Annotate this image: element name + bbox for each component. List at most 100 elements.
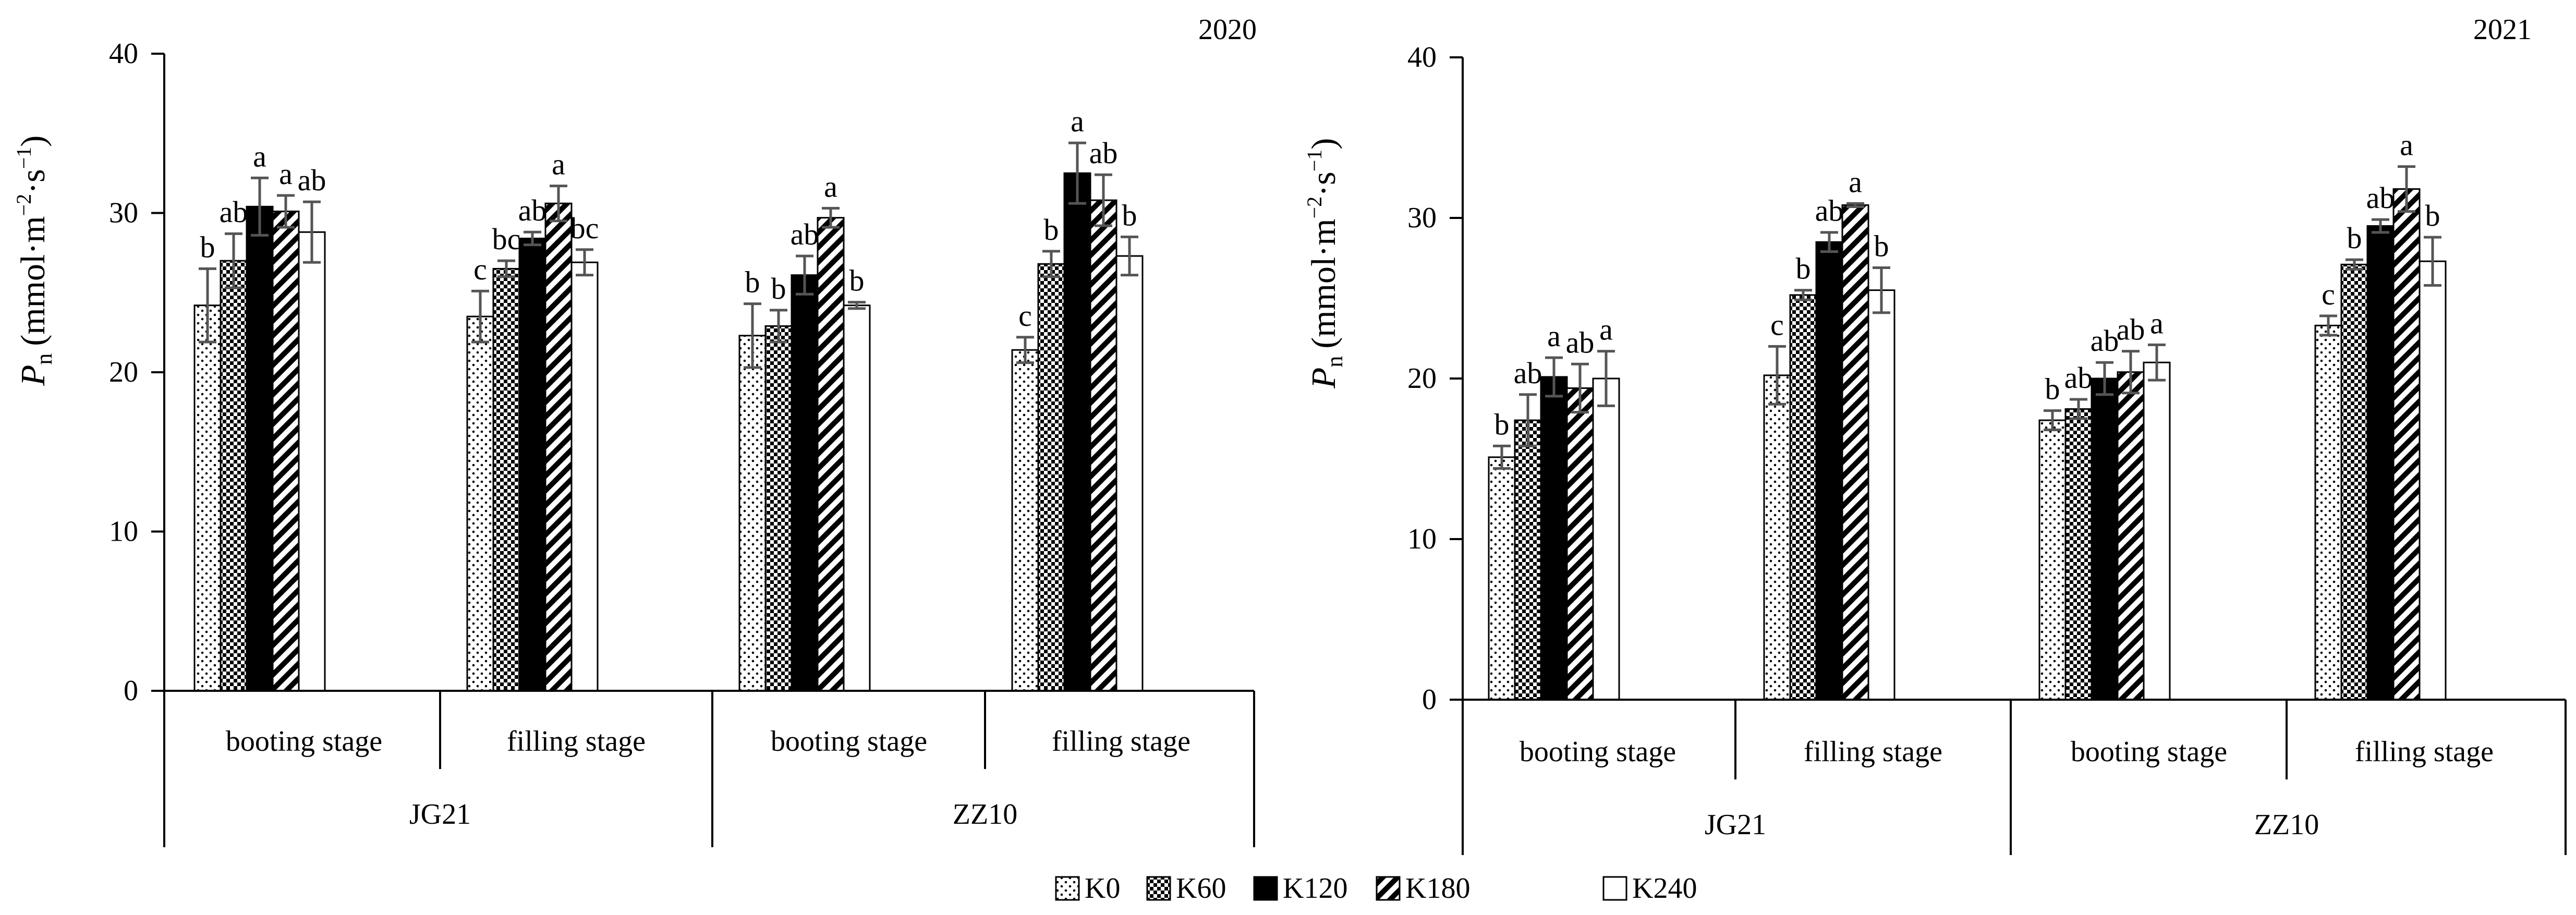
- y-tick-label: 20: [1407, 362, 1437, 395]
- bar-k0: [193, 304, 222, 692]
- category-label: booting stage: [226, 725, 382, 758]
- significance-letter: ab: [2091, 324, 2119, 358]
- legend-label: K180: [1405, 872, 1470, 905]
- category-label: booting stage: [2071, 736, 2227, 768]
- significance-letter: ab: [518, 193, 547, 227]
- significance-letter: a: [824, 169, 837, 203]
- bar-k120: [246, 205, 274, 692]
- category-label: filling stage: [507, 725, 646, 758]
- significance-letter: c: [2322, 277, 2335, 311]
- significance-letter: b: [1796, 252, 1811, 286]
- bar-k120: [2366, 225, 2395, 701]
- cultivar-label: ZZ10: [2254, 809, 2319, 841]
- legend-swatch-k180: [1376, 876, 1401, 901]
- significance-letter: a: [1849, 165, 1862, 199]
- bar-k0: [2038, 419, 2067, 701]
- bar-k180: [544, 202, 573, 692]
- significance-letter: b: [2425, 199, 2440, 233]
- bar-k120: [1063, 172, 1091, 692]
- bar-k180: [1566, 387, 1594, 701]
- significance-letter: c: [1770, 308, 1784, 341]
- significance-letter: b: [1122, 198, 1137, 232]
- category-label: booting stage: [1520, 736, 1676, 768]
- bar-k60: [492, 267, 520, 692]
- significance-letter: a: [253, 139, 266, 173]
- significance-letter: ab: [1514, 356, 1542, 390]
- significance-letter: b: [1044, 213, 1059, 247]
- significance-letter: ab: [1089, 136, 1118, 170]
- bar-k0: [1488, 456, 1516, 701]
- bar-k180: [1841, 204, 1869, 701]
- bar-k240: [1867, 289, 1895, 701]
- y-tick-label: 0: [124, 675, 138, 707]
- bar-k60: [1514, 419, 1542, 701]
- significance-letter: b: [771, 272, 786, 306]
- significance-letter: ab: [298, 163, 326, 197]
- legend-swatch-k60: [1146, 876, 1171, 901]
- category-label: filling stage: [1052, 725, 1190, 758]
- bar-k240: [843, 304, 871, 692]
- bar-k120: [1815, 241, 1843, 701]
- significance-letter: c: [1018, 299, 1032, 333]
- cultivar-label: JG21: [1705, 809, 1766, 841]
- y-tick-label: 30: [1407, 202, 1437, 234]
- significance-letter: b: [745, 265, 760, 299]
- bar-k240: [1115, 255, 1144, 692]
- legend-label: K120: [1283, 872, 1347, 905]
- legend-swatch-k240: [1602, 876, 1627, 901]
- significance-letter: ab: [220, 195, 248, 229]
- category-label: booting stage: [771, 725, 927, 758]
- bar-k60: [220, 260, 248, 692]
- y-tick-label: 40: [109, 38, 138, 70]
- significance-letter: b: [1494, 407, 1510, 441]
- bar-k60: [764, 325, 793, 692]
- y-tick-label: 10: [1407, 523, 1437, 555]
- bar-k180: [2117, 371, 2145, 701]
- legend-swatch-k0: [1055, 876, 1080, 901]
- bar-k60: [2340, 263, 2368, 701]
- bar-k60: [1789, 294, 1817, 701]
- y-tick-label: 10: [109, 516, 138, 548]
- category-label: filling stage: [2355, 736, 2494, 768]
- bar-k180: [1089, 199, 1117, 692]
- significance-letter: c: [473, 252, 487, 286]
- bar-k240: [570, 261, 599, 692]
- y-tick-label: 30: [109, 197, 138, 229]
- significance-letter: a: [1547, 319, 1561, 353]
- y-tick-label: 0: [1422, 684, 1437, 716]
- significance-letter: a: [279, 157, 293, 191]
- y-tick-label: 40: [1407, 41, 1437, 74]
- bar-k60: [2064, 408, 2093, 701]
- cultivar-label: JG21: [409, 798, 471, 831]
- bar-k0: [1011, 349, 1039, 692]
- bar-k0: [2314, 324, 2342, 701]
- significance-letter: b: [1874, 229, 1889, 263]
- significance-letter: ab: [2117, 313, 2145, 347]
- significance-letter: ab: [2064, 361, 2093, 395]
- y-axis-label: Pn(mmol·m−2·s−1): [1303, 138, 1347, 389]
- y-axis-label: Pn(mmol·m−2·s−1): [12, 136, 57, 386]
- bar-k120: [2091, 377, 2119, 701]
- significance-letter: b: [2045, 372, 2060, 406]
- significance-letter: a: [552, 148, 565, 181]
- bar-k0: [1763, 374, 1791, 701]
- significance-letter: ab: [1815, 194, 1844, 228]
- bar-k240: [2419, 260, 2447, 701]
- bar-k120: [1540, 376, 1568, 701]
- bar-k0: [466, 315, 494, 692]
- category-label: filling stage: [1804, 736, 1942, 768]
- legend-label: K60: [1176, 872, 1226, 905]
- panel-year-label: 2021: [2473, 14, 2532, 46]
- bar-k180: [817, 217, 845, 692]
- bar-k60: [1037, 263, 1065, 692]
- y-tick-label: 20: [109, 356, 138, 388]
- cultivar-label: ZZ10: [953, 798, 1017, 831]
- significance-letter: a: [1071, 104, 1084, 138]
- bar-k240: [298, 231, 326, 692]
- significance-letter: b: [200, 230, 215, 264]
- panel-year-label: 2020: [1198, 14, 1257, 46]
- significance-letter: ab: [2366, 181, 2395, 215]
